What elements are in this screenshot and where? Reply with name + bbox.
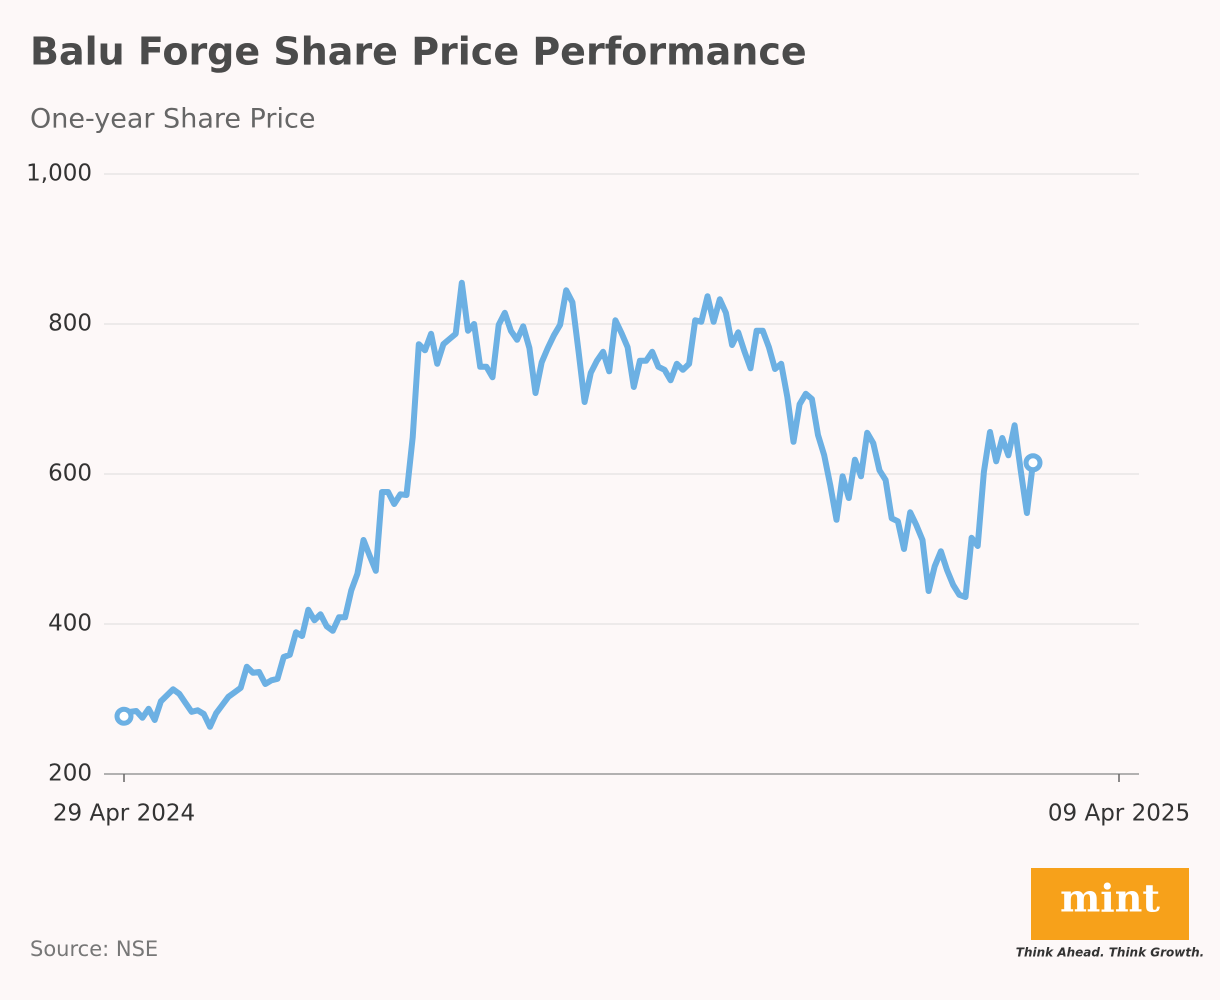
y-tick-label: 600 (48, 461, 92, 487)
logo-name: mint (1060, 876, 1160, 921)
y-tick-label: 1,000 (26, 161, 92, 187)
end-marker (114, 706, 134, 726)
chart-subtitle: One-year Share Price (30, 104, 315, 135)
price-line (121, 279, 1036, 730)
x-tick-label: 29 Apr 2024 (53, 801, 195, 827)
logo-tagline: Think Ahead. Think Growth. (1016, 946, 1204, 960)
x-tick-label: 09 Apr 2025 (1048, 801, 1190, 827)
chart-title: Balu Forge Share Price Performance (30, 30, 807, 74)
y-tick-label: 200 (48, 761, 92, 787)
y-tick-label: 800 (48, 311, 92, 337)
end-marker (1023, 453, 1043, 473)
logo-box (1031, 868, 1189, 940)
source: Source: NSE (30, 937, 158, 961)
y-tick-label: 400 (48, 611, 92, 637)
